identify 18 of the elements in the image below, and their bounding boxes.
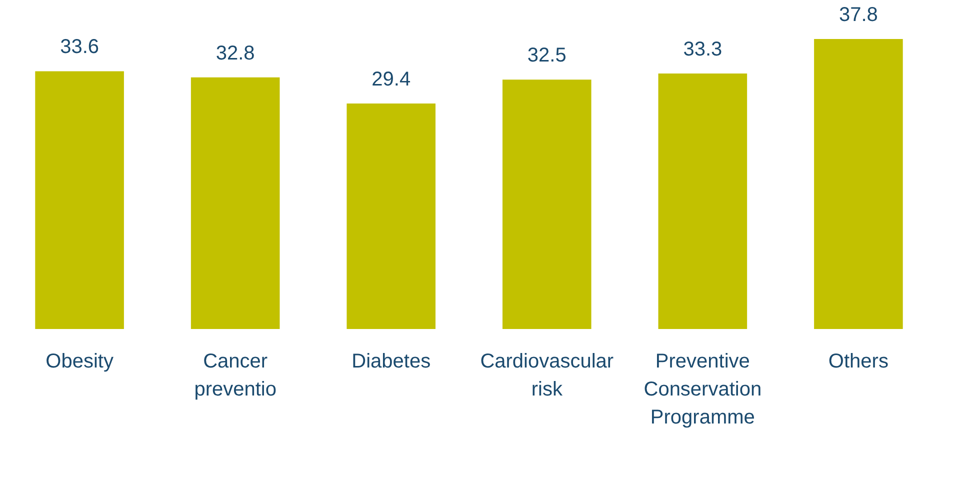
data-label: 29.4 [372,68,411,90]
x-tick-label: Cardiovascular risk [480,350,614,400]
x-tick-label: Cancer preventio [194,350,276,400]
x-tick-label: Obesity [46,350,114,372]
bar [502,80,592,329]
bar [35,71,124,329]
data-label: 33.6 [60,36,100,58]
data-label: 32.8 [216,42,255,64]
bar [346,103,436,329]
bar [658,74,748,329]
bar [814,39,903,329]
data-label: 32.5 [527,44,566,67]
bar [190,77,280,329]
data-label: 33.3 [683,38,722,61]
x-tick-label: Preventive Conservation Programme [644,350,762,428]
x-tick-label: Diabetes [352,350,431,372]
data-label: 37.8 [838,4,878,26]
x-tick-label: Others [828,350,888,372]
